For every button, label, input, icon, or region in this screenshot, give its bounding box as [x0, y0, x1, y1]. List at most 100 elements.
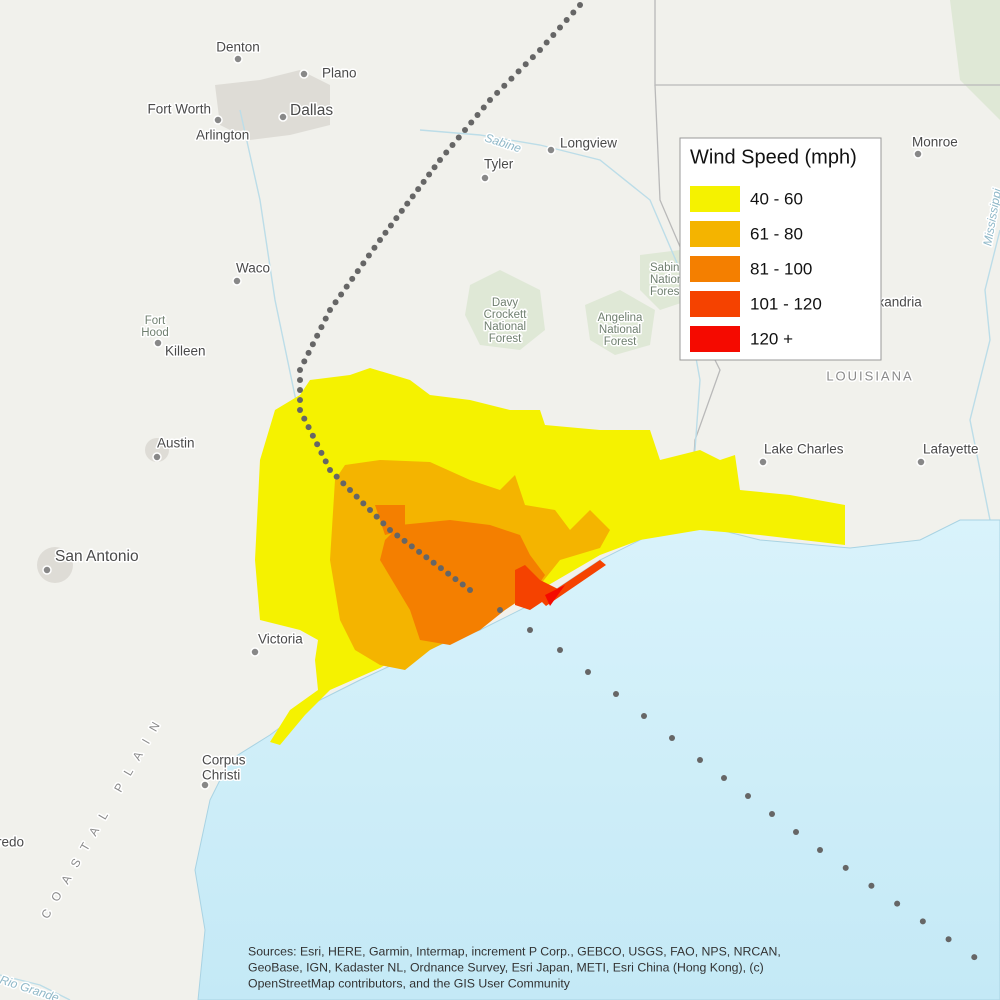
attribution-line: OpenStreetMap contributors, and the GIS …: [248, 976, 571, 990]
map-feature: [913, 149, 923, 159]
map-feature: [213, 115, 223, 125]
place-label: Dallas: [290, 102, 333, 119]
track-dot: [462, 127, 468, 133]
track-dot: [373, 513, 380, 520]
track-dot: [398, 207, 405, 214]
swath-band: [545, 585, 565, 606]
place-label: Crockett: [484, 309, 528, 321]
track-dot: [971, 954, 978, 961]
legend-label: 61 - 80: [750, 224, 803, 243]
place-label: Forest: [650, 286, 683, 298]
track-dot: [467, 587, 473, 593]
track-dot: [387, 222, 394, 229]
track-dot: [416, 548, 423, 555]
place-label: Arlington: [196, 128, 249, 143]
track-dot: [745, 793, 751, 799]
map-feature: [950, 0, 1000, 120]
track-dot: [793, 829, 799, 835]
track-dot: [557, 647, 563, 653]
track-dot: [515, 68, 522, 75]
map-feature: [480, 173, 490, 183]
track-dot: [508, 75, 515, 82]
rivers: [0, 109, 1000, 1000]
track-dot: [377, 237, 383, 243]
place-label: Fort Worth: [147, 102, 211, 117]
track-dot: [537, 47, 543, 53]
track-dot: [382, 229, 389, 236]
track-dot: [354, 268, 361, 275]
track-dot: [365, 252, 372, 259]
track-dot: [868, 882, 875, 889]
map-feature: [250, 647, 260, 657]
track-dot: [297, 377, 303, 383]
legend-label: 101 - 120: [750, 294, 822, 313]
track-dot: [613, 691, 619, 697]
track-dot: [494, 89, 501, 96]
place-label: National: [484, 321, 526, 333]
track-dot: [297, 367, 303, 373]
track-dot: [387, 527, 393, 533]
place-label: Waco: [236, 261, 270, 276]
place-label: Denton: [216, 40, 260, 55]
track-dot: [570, 9, 577, 16]
city-dots: [42, 54, 926, 790]
track-dot: [487, 97, 493, 103]
track-dot: [332, 299, 339, 306]
place-label: Plano: [322, 66, 357, 81]
track-dot: [297, 387, 303, 393]
track-dot: [301, 358, 308, 365]
track-dot: [527, 627, 533, 633]
legend-swatch: [690, 291, 740, 317]
place-label: Tyler: [484, 157, 514, 172]
track-dot: [543, 39, 550, 46]
map-feature: [233, 54, 243, 64]
track-dot: [314, 441, 321, 448]
track-dot: [455, 134, 462, 141]
track-dot: [945, 936, 952, 943]
place-label: Fort: [145, 315, 166, 327]
place-label: Hood: [141, 327, 169, 339]
track-dot: [347, 487, 353, 493]
track-dot: [894, 900, 901, 907]
swath-band: [515, 560, 606, 610]
track-dot: [480, 104, 487, 111]
track-dot: [360, 260, 367, 267]
track-dot: [367, 507, 373, 513]
map-feature: [546, 145, 556, 155]
place-label: Austin: [157, 436, 195, 451]
track-dot: [415, 186, 422, 193]
place-label: Forest: [489, 333, 522, 345]
place-label: Longview: [560, 136, 617, 151]
place-label: Lake Charles: [764, 442, 844, 457]
map-feature: [145, 438, 169, 462]
place-label: Angelina: [598, 312, 643, 324]
track-dot: [338, 291, 345, 298]
track-dot: [408, 543, 415, 550]
track-dot: [309, 341, 316, 348]
track-dot: [393, 215, 400, 222]
track-dot: [309, 432, 316, 439]
track-dot: [445, 570, 452, 577]
track-dot: [305, 349, 312, 356]
map-feature: [42, 565, 52, 575]
track-dot: [641, 713, 647, 719]
place-label: Monroe: [912, 135, 958, 150]
map-feature: [153, 338, 163, 348]
track-dot: [459, 581, 466, 588]
track-dot: [437, 565, 444, 572]
track-dot: [468, 119, 475, 126]
legend-box: [679, 137, 882, 361]
track-dot: [301, 415, 308, 422]
track-dot: [394, 532, 401, 539]
track-dot: [297, 397, 303, 403]
track-dot: [497, 607, 503, 613]
track-dot: [426, 171, 433, 178]
legend: Wind Speed (mph) 40 - 60 61 - 80 81 - 100 1…: [679, 137, 882, 361]
map-feature: [232, 276, 242, 286]
map-feature: [152, 452, 162, 462]
place-label: National: [599, 324, 641, 336]
place-label: Lafayette: [923, 442, 979, 457]
track-dot: [327, 307, 333, 313]
legend-label: 81 - 100: [750, 259, 812, 278]
